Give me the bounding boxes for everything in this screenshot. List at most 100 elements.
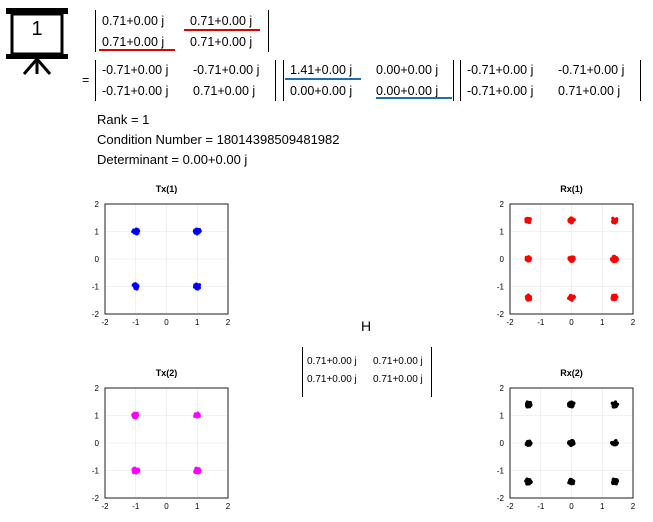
channel-cell-12: 0.71+0.00 j [373, 356, 423, 367]
u-cell-21: -0.71+0.00 j [102, 84, 169, 98]
v-cell-22: 0.71+0.00 j [558, 84, 621, 98]
plot-frame [509, 387, 634, 499]
x-tick-label: 0 [164, 318, 169, 327]
y-tick-label: -2 [497, 310, 505, 319]
channel-cell-22: 0.71+0.00 j [373, 374, 423, 385]
x-tick-label: -2 [101, 502, 109, 511]
constellation-point [567, 255, 576, 263]
y-tick-label: 0 [95, 255, 100, 264]
constellation-point [524, 400, 533, 409]
chart-title: Tx(2) [156, 368, 178, 378]
constellation-point [131, 466, 141, 475]
s-underline-top [285, 78, 361, 80]
constellation-point [192, 282, 202, 291]
constellation-point [524, 293, 533, 302]
slide-badge[interactable]: 1 [4, 6, 70, 76]
s-matrix-bracket-right [453, 60, 454, 101]
u-cell-22: 0.71+0.00 j [193, 84, 256, 98]
rank-text: Rank = 1 [97, 112, 150, 127]
s-cell-21: 0.00+0.00 j [290, 84, 353, 98]
chart-title: Tx(1) [156, 184, 178, 194]
constellation-point [610, 477, 620, 486]
channel-cell-11: 0.71+0.00 j [307, 356, 357, 367]
u-matrix-bracket-right [275, 60, 276, 101]
x-tick-label: -1 [132, 318, 140, 327]
y-tick-label: 0 [500, 439, 505, 448]
u-cell-11: -0.71+0.00 j [102, 63, 169, 77]
v-cell-11: -0.71+0.00 j [467, 63, 534, 77]
s-underline-bottom [376, 97, 452, 99]
s-cell-11: 1.41+0.00 j [290, 63, 353, 77]
h-underline-bottom [99, 49, 175, 51]
h-cell-12: 0.71+0.00 j [190, 14, 253, 28]
constellation-point [524, 477, 533, 486]
y-tick-label: 0 [95, 439, 100, 448]
y-tick-label: 2 [95, 384, 100, 393]
y-tick-label: -1 [497, 467, 505, 476]
v-matrix-bracket-right [640, 60, 641, 101]
x-tick-label: 0 [164, 502, 169, 511]
constellation-point [567, 400, 576, 409]
x-tick-label: -2 [101, 318, 109, 327]
tx2-scatter-chart: Tx(2) -2 -1 0 1 2 -2 -1 0 1 2 [92, 368, 231, 511]
constellation-point [609, 439, 619, 447]
v-cell-21: -0.71+0.00 j [467, 84, 534, 98]
constellation-point [193, 411, 201, 419]
constellation-point [567, 216, 576, 225]
h-underline-top [184, 29, 260, 31]
x-tick-label: 0 [569, 502, 574, 511]
constellation-point [610, 293, 619, 302]
constellation-point [131, 411, 140, 420]
plot-frame [104, 387, 229, 499]
constellation-point [524, 216, 532, 225]
channel-label: H [361, 318, 372, 334]
y-tick-label: -1 [497, 283, 505, 292]
h-cell-11: 0.71+0.00 j [102, 14, 165, 28]
constellation-point [131, 227, 141, 236]
s-cell-22: 0.00+0.00 j [376, 84, 439, 98]
y-tick-label: -2 [92, 494, 100, 503]
y-tick-label: 1 [500, 228, 505, 237]
x-tick-label: 1 [195, 502, 200, 511]
v-matrix-bracket-left [460, 60, 461, 101]
constellation-point [192, 227, 202, 236]
x-tick-label: -2 [506, 318, 514, 327]
x-tick-label: -2 [506, 502, 514, 511]
equals-sign: = [82, 73, 90, 87]
y-tick-label: 2 [95, 200, 100, 209]
s-cell-12: 0.00+0.00 j [376, 63, 439, 77]
y-tick-label: -2 [497, 494, 505, 503]
rx2-scatter-chart: Rx(2) -2 -1 0 1 2 -2 -1 0 1 2 [497, 368, 636, 511]
x-tick-label: 2 [226, 502, 231, 511]
slide-number: 1 [31, 18, 43, 40]
constellation-point [609, 254, 620, 264]
y-tick-label: -2 [92, 310, 100, 319]
x-tick-label: -1 [132, 502, 140, 511]
x-tick-label: 1 [600, 318, 605, 327]
y-tick-label: 1 [95, 412, 100, 421]
condition-number-text: Condition Number = 18014398509481982 [97, 132, 340, 147]
constellation-point [193, 466, 202, 475]
constellation-point [524, 255, 532, 263]
h-matrix-bracket-left [95, 10, 96, 52]
v-cell-12: -0.71+0.00 j [558, 63, 625, 77]
x-tick-label: 2 [631, 502, 636, 511]
y-tick-label: 2 [500, 384, 505, 393]
channel-cell-21: 0.71+0.00 j [307, 374, 357, 385]
y-tick-label: 2 [500, 200, 505, 209]
x-tick-label: 2 [631, 318, 636, 327]
y-tick-label: 1 [95, 228, 100, 237]
y-tick-label: 0 [500, 255, 505, 264]
presentation-board-icon [6, 8, 68, 75]
y-tick-label: 1 [500, 412, 505, 421]
channel-bracket-left [302, 347, 303, 397]
s-matrix-bracket-left [283, 60, 284, 101]
h-cell-21: 0.71+0.00 j [102, 35, 165, 49]
u-matrix-bracket-left [95, 60, 96, 101]
constellation-point [524, 439, 533, 447]
tx1-scatter-chart: Tx(1) -2 -1 0 1 2 -2 -1 0 1 2 [92, 184, 231, 327]
x-tick-label: 0 [569, 318, 574, 327]
h-cell-22: 0.71+0.00 j [190, 35, 253, 49]
constellation-point [567, 293, 577, 302]
determinant-text: Determinant = 0.00+0.00 j [97, 152, 248, 167]
